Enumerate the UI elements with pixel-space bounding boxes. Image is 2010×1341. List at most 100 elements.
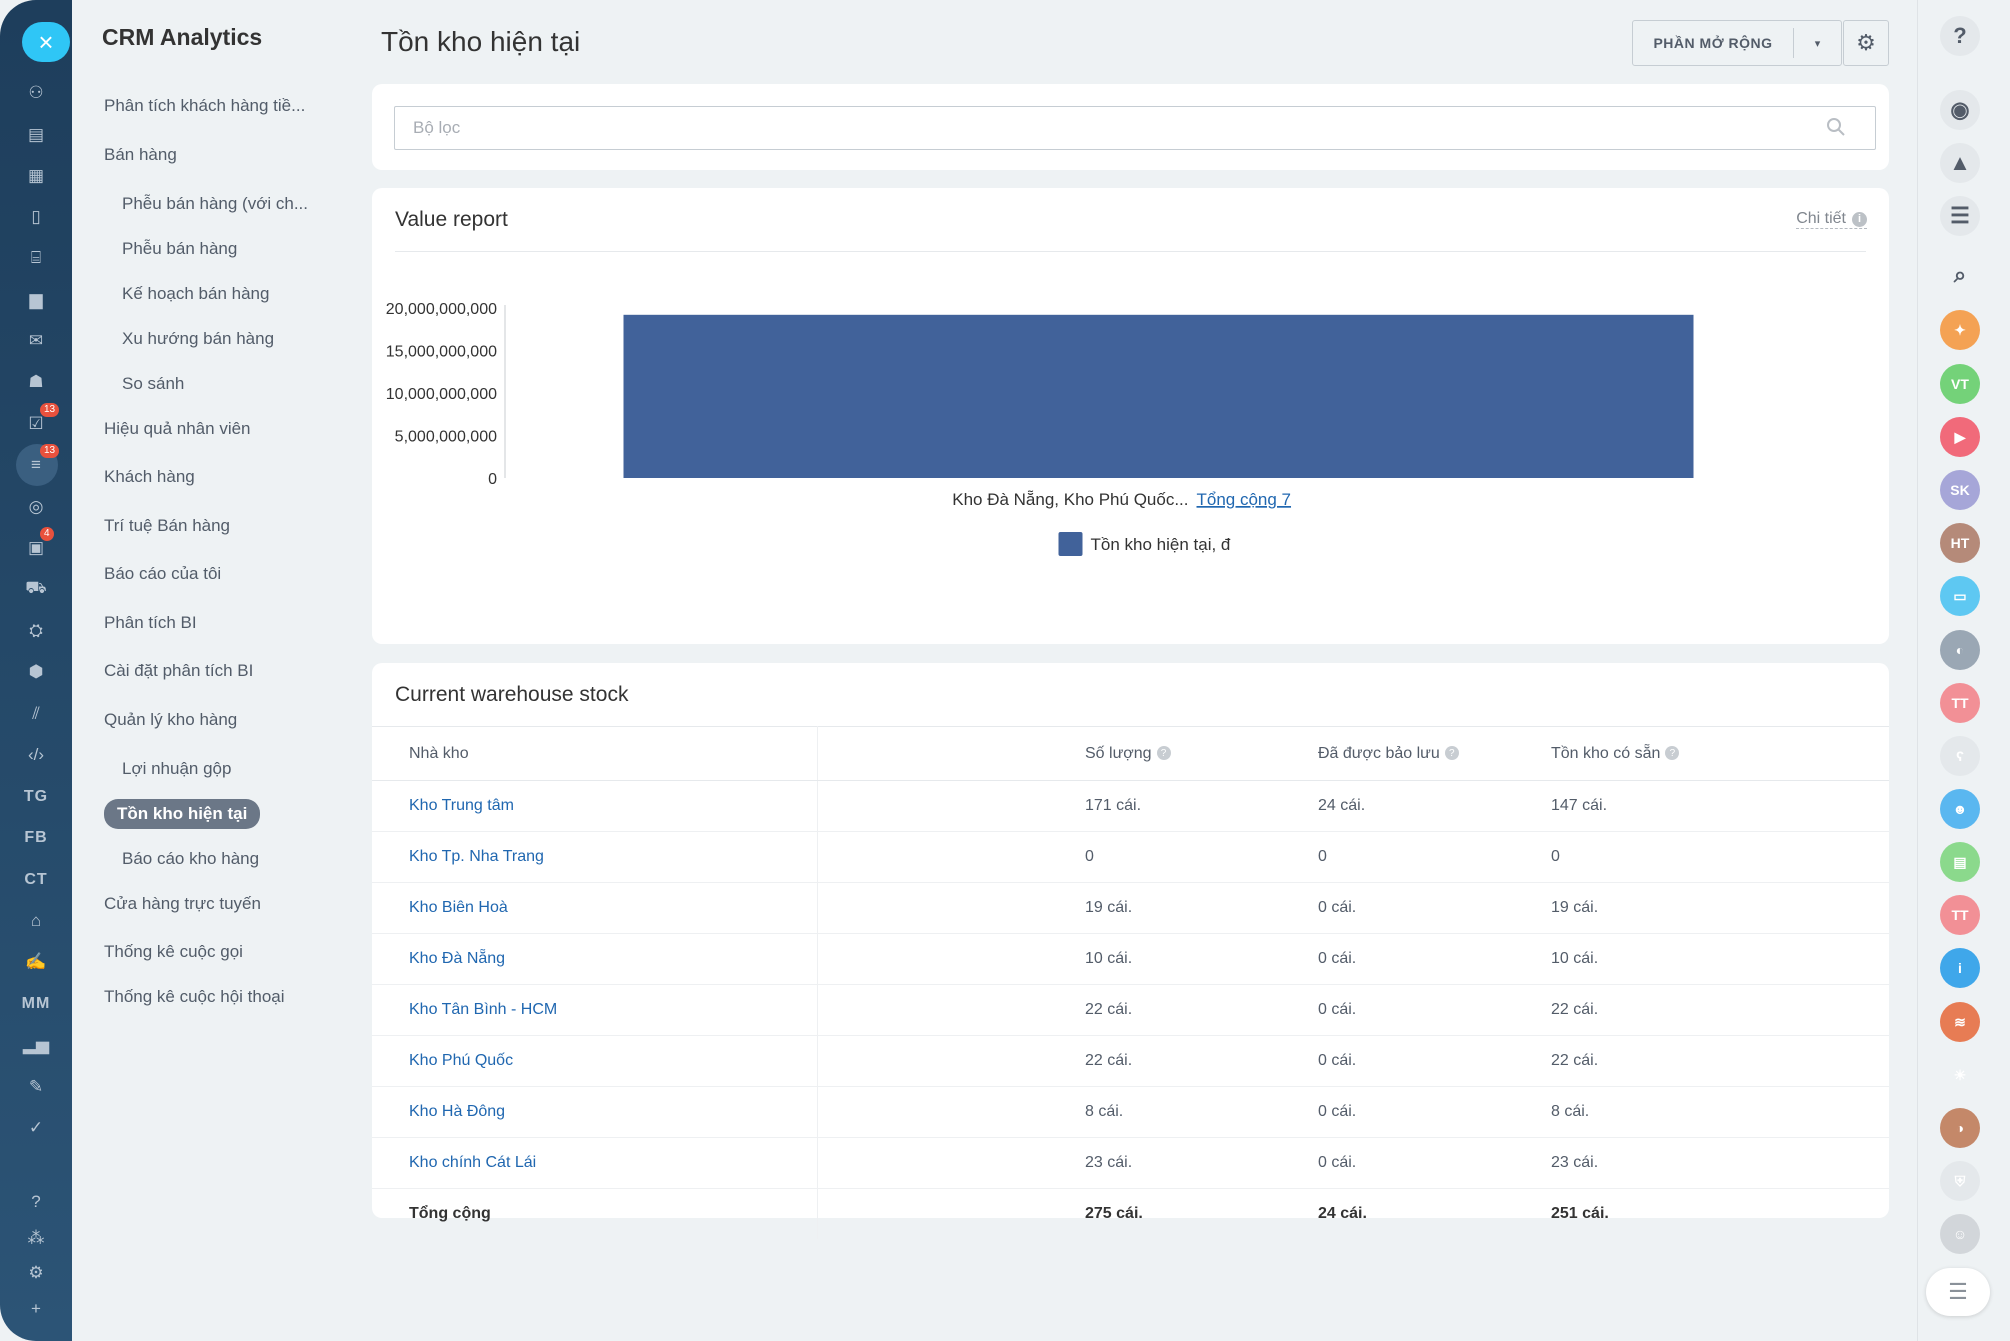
calendar-icon[interactable]: ▦: [0, 159, 72, 193]
close-icon[interactable]: ×: [22, 22, 70, 62]
menu-item[interactable]: Cửa hàng trực tuyến: [104, 894, 261, 913]
crm-card-icon[interactable]: ▣ 4: [0, 527, 72, 565]
messages-icon[interactable]: ☰: [1940, 196, 1980, 236]
menu-item[interactable]: Tồn kho hiện tại: [104, 799, 261, 829]
menu-item[interactable]: Lợi nhuận gộp: [122, 759, 232, 778]
bell-icon[interactable]: ▲: [1940, 143, 1980, 183]
box-icon[interactable]: ⬢: [0, 655, 72, 689]
bank-icon[interactable]: ⌂: [0, 904, 72, 938]
ct-label[interactable]: CT: [0, 863, 72, 897]
warehouse-link[interactable]: Kho Trung tâm: [409, 797, 514, 814]
avatar-tt[interactable]: TT: [1940, 683, 1980, 723]
check-circle-icon[interactable]: ✓: [0, 1111, 72, 1145]
contacts-icon[interactable]: ☗: [0, 365, 72, 399]
document-icon[interactable]: ▯: [0, 200, 72, 234]
help-icon[interactable]: ?: [1665, 746, 1680, 761]
chat-bubble-icon[interactable]: ▭: [1940, 576, 1980, 616]
help-icon[interactable]: ?: [1940, 16, 1980, 56]
extensions-button[interactable]: PHẦN MỞ RỘNG ▾: [1632, 20, 1842, 66]
menu-item[interactable]: Phễu bán hàng: [122, 239, 238, 258]
code-icon[interactable]: ‹/›: [0, 738, 72, 772]
col-available[interactable]: Tồn kho có sẵn?: [1550, 726, 1889, 781]
warehouse-link[interactable]: Kho Hà Đông: [409, 1103, 506, 1120]
col-warehouse[interactable]: Nhà kho: [393, 726, 818, 781]
edit-list-icon[interactable]: ✎: [0, 1070, 72, 1104]
avatar-vt[interactable]: VT: [1940, 364, 1980, 404]
menu-icon[interactable]: ☰: [1926, 1268, 1990, 1316]
bar-chart-icon[interactable]: ▂▅: [0, 1028, 72, 1062]
warehouse-link[interactable]: Kho Đà Nẵng: [409, 950, 506, 967]
bar[interactable]: [623, 314, 1694, 478]
add-icon[interactable]: +: [0, 1292, 72, 1326]
notes-icon[interactable]: ▤: [1940, 842, 1980, 882]
menu-item[interactable]: So sánh: [122, 374, 185, 393]
bear-icon[interactable]: ʕ: [1940, 736, 1980, 776]
menu-item[interactable]: Phân tích khách hàng tiề...: [104, 96, 306, 115]
help-icon[interactable]: ?: [0, 1185, 72, 1219]
help-icon[interactable]: ?: [1444, 746, 1459, 761]
col-quantity[interactable]: Số lượng?: [1084, 726, 1317, 781]
sign-icon[interactable]: ✍: [0, 945, 72, 979]
menu-item[interactable]: Trí tuệ Bán hàng: [104, 516, 231, 535]
search-icon[interactable]: ⌕: [1940, 255, 1980, 295]
warehouse-link[interactable]: Kho Biên Hoà: [409, 899, 508, 916]
filter-input[interactable]: [394, 106, 1876, 150]
menu-item[interactable]: Quản lý kho hàng: [104, 710, 238, 729]
col-reserved[interactable]: Đã được bảo lưu?: [1317, 726, 1550, 781]
warehouse-cell: Kho Trung tâm: [393, 780, 818, 832]
avatar-ht[interactable]: HT: [1940, 523, 1980, 563]
photo-avatar-1[interactable]: ◐: [1940, 630, 1980, 670]
avatar-sk[interactable]: SK: [1940, 470, 1980, 510]
menu-item[interactable]: Hiệu quả nhân viên: [104, 419, 251, 438]
help-icon[interactable]: ?: [1156, 746, 1171, 761]
photo-avatar-3[interactable]: ☺: [1940, 1214, 1980, 1254]
tg-label[interactable]: TG: [0, 780, 72, 814]
marketing-avatar[interactable]: ✦: [1940, 310, 1980, 350]
mail-icon[interactable]: ✉: [0, 324, 72, 358]
warehouse-link[interactable]: Kho Tân Bình - HCM: [409, 1001, 558, 1018]
robot-icon[interactable]: ⛭: [0, 614, 72, 648]
settings-icon[interactable]: ⚙: [0, 1256, 72, 1290]
menu-item[interactable]: Phễu bán hàng (với ch...: [122, 194, 308, 213]
video-icon[interactable]: ▶: [1940, 417, 1980, 457]
chat-icon[interactable]: ▆: [0, 283, 72, 317]
copilot-icon[interactable]: ◉: [1940, 90, 1980, 130]
menu-item[interactable]: Báo cáo của tôi: [104, 564, 222, 583]
analytics-icon[interactable]: ⫽: [0, 697, 72, 731]
menu-item[interactable]: Khách hàng: [104, 467, 195, 486]
legend-label[interactable]: Tồn kho hiện tại, đ: [1091, 535, 1231, 554]
group-avatar[interactable]: ≋: [1940, 1002, 1980, 1042]
bulb-icon[interactable]: ☀: [1940, 1055, 1980, 1095]
settings-button[interactable]: ⚙: [1843, 20, 1889, 66]
fb-label[interactable]: FB: [0, 821, 72, 855]
menu-item[interactable]: Kế hoạch bán hàng: [122, 284, 270, 303]
feed-icon[interactable]: ▤: [0, 118, 72, 152]
menu-item[interactable]: Thống kê cuộc hội thoại: [104, 987, 285, 1006]
menu-item[interactable]: Bán hàng: [104, 145, 177, 164]
menu-item[interactable]: Thống kê cuộc gọi: [104, 942, 243, 961]
warehouse-link[interactable]: Kho Tp. Nha Trang: [409, 848, 544, 865]
cart-icon[interactable]: ⛟: [0, 572, 72, 606]
photo-avatar-2[interactable]: ◑: [1940, 1108, 1980, 1148]
mm-label[interactable]: MM: [0, 987, 72, 1021]
tasks-icon[interactable]: ☑ 13: [0, 403, 72, 441]
warehouse-link[interactable]: Kho Phú Quốc: [409, 1052, 514, 1069]
funnel-icon[interactable]: ≡ 13: [0, 444, 72, 486]
group-icon[interactable]: ☻: [1940, 789, 1980, 829]
menu-item[interactable]: Phân tích BI: [104, 613, 197, 632]
total-link[interactable]: Tổng cộng 7: [1197, 490, 1292, 509]
details-link[interactable]: Chi tiết i: [1796, 210, 1867, 229]
avatar-tt-2[interactable]: TT: [1940, 895, 1980, 935]
search-icon[interactable]: [1825, 116, 1847, 138]
sitemap-icon[interactable]: ⁂: [0, 1221, 72, 1255]
info-icon[interactable]: i: [1940, 948, 1980, 988]
security-icon[interactable]: ⛨: [1940, 1161, 1980, 1201]
activity-icon[interactable]: ⚇: [0, 76, 72, 110]
inbox-icon[interactable]: ⌸: [0, 241, 72, 275]
menu-item[interactable]: Cài đặt phân tích BI: [104, 661, 254, 680]
target-icon[interactable]: ◎: [0, 490, 72, 524]
chevron-down-icon[interactable]: ▾: [1814, 37, 1821, 50]
menu-item[interactable]: Xu hướng bán hàng: [122, 329, 275, 348]
warehouse-link[interactable]: Kho chính Cát Lái: [409, 1154, 537, 1171]
menu-item[interactable]: Báo cáo kho hàng: [122, 849, 260, 868]
